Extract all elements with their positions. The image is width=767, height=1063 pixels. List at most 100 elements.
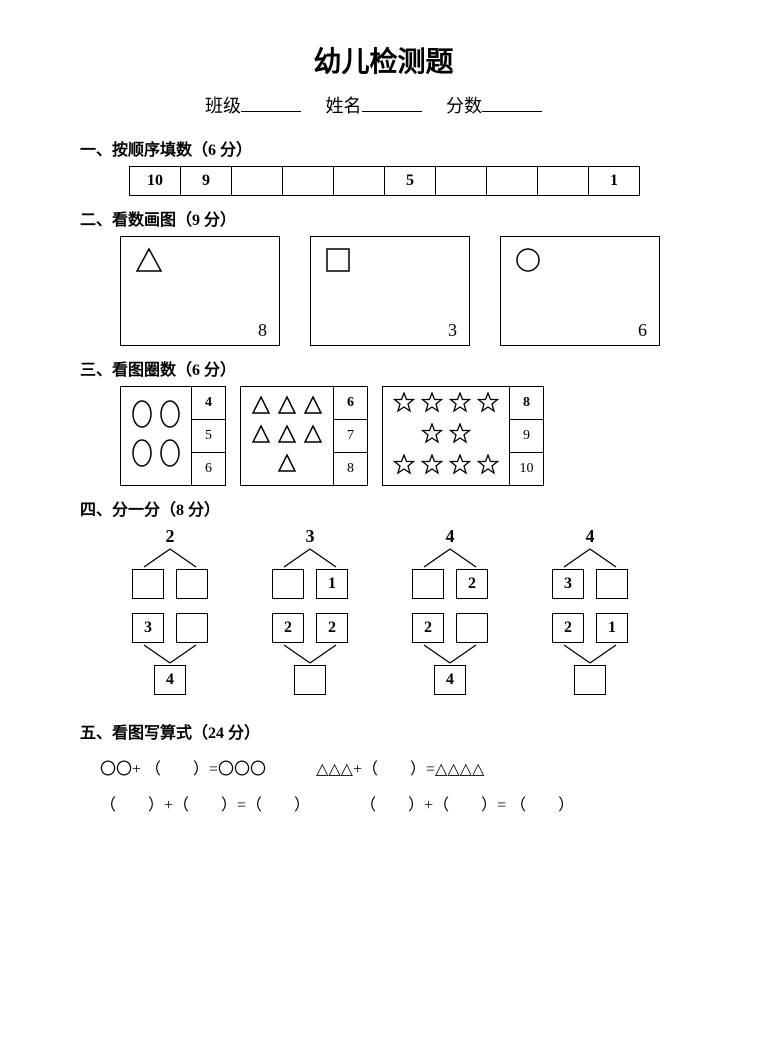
- section4-heading: 四、分一分（8 分）: [80, 496, 687, 520]
- split-box[interactable]: [132, 569, 164, 599]
- split-box[interactable]: 1: [596, 613, 628, 643]
- tri-icon: [303, 395, 323, 420]
- oval-icon: [159, 399, 181, 434]
- num-cell[interactable]: 9: [180, 166, 232, 196]
- num-cell[interactable]: [435, 166, 487, 196]
- triangle-icon: [135, 247, 163, 278]
- split-diagram: 2: [120, 526, 220, 599]
- circle-icon: [515, 247, 541, 278]
- split-box[interactable]: 3: [552, 569, 584, 599]
- score-label: 分数: [446, 96, 482, 116]
- split-top: 2: [120, 526, 220, 547]
- draw-box[interactable]: 8: [120, 236, 280, 346]
- tri-icon: [277, 395, 297, 420]
- split-down-row: 2314243: [120, 526, 687, 599]
- equation[interactable]: 〇〇+ （ ）=〇〇〇: [100, 755, 266, 779]
- shape-area: [383, 387, 509, 485]
- draw-box[interactable]: 6: [500, 236, 660, 346]
- merge-diagram: 24: [400, 613, 500, 695]
- split-box[interactable]: [176, 569, 208, 599]
- num-cell[interactable]: [537, 166, 589, 196]
- choice-number[interactable]: 9: [509, 420, 543, 453]
- star-icon: [477, 392, 499, 419]
- name-label: 姓名: [326, 96, 362, 116]
- section3-heading: 三、看图圈数（6 分）: [80, 356, 687, 380]
- merge-diagram: 22: [260, 613, 360, 695]
- equation-line: 〇〇+ （ ）=〇〇〇 △△△+（ ）=△△△△: [100, 755, 687, 779]
- class-label: 班级: [205, 96, 241, 116]
- merge-result-box[interactable]: 4: [154, 665, 186, 695]
- tri-icon: [277, 453, 297, 478]
- choice-number[interactable]: 10: [509, 453, 543, 485]
- star-icon: [421, 454, 443, 481]
- split-box[interactable]: 2: [552, 613, 584, 643]
- draw-box[interactable]: 3: [310, 236, 470, 346]
- choice-number[interactable]: 6: [333, 387, 367, 420]
- equation[interactable]: △△△+（ ）=△△△△: [316, 755, 484, 779]
- merge-diagram: 34: [120, 613, 220, 695]
- circle-number-groups: 4566788910: [120, 386, 687, 486]
- tri-icon: [303, 424, 323, 449]
- section2-heading: 二、看数画图（9 分）: [80, 206, 687, 230]
- split-box[interactable]: [596, 569, 628, 599]
- split-up-row: 34222421: [120, 613, 687, 695]
- oval-icon: [131, 399, 153, 434]
- class-blank[interactable]: [241, 111, 301, 112]
- split-box[interactable]: 1: [316, 569, 348, 599]
- split-box[interactable]: 2: [456, 569, 488, 599]
- box-number: 8: [258, 320, 267, 341]
- star-icon: [421, 392, 443, 419]
- section1-heading: 一、按顺序填数（6 分）: [80, 136, 687, 160]
- choice-number[interactable]: 7: [333, 420, 367, 453]
- square-icon: [325, 247, 351, 278]
- choice-number[interactable]: 8: [509, 387, 543, 420]
- star-icon: [449, 423, 471, 450]
- shape-area: [121, 387, 191, 485]
- split-box[interactable]: 3: [132, 613, 164, 643]
- split-top: 4: [540, 526, 640, 547]
- star-icon: [393, 392, 415, 419]
- count-group: 8910: [382, 386, 544, 486]
- num-cell[interactable]: [486, 166, 538, 196]
- equation-line: （ ）+（ ）=（ ） （ ）+（ ）= （ ）: [100, 791, 687, 815]
- tri-icon: [251, 395, 271, 420]
- merge-result-box[interactable]: 4: [434, 665, 466, 695]
- num-cell[interactable]: 10: [129, 166, 181, 196]
- split-box[interactable]: [456, 613, 488, 643]
- shape-area: [241, 387, 333, 485]
- num-cell[interactable]: [231, 166, 283, 196]
- box-number: 3: [448, 320, 457, 341]
- tri-icon: [251, 424, 271, 449]
- star-icon: [449, 454, 471, 481]
- choice-number[interactable]: 8: [333, 453, 367, 485]
- num-cell[interactable]: 5: [384, 166, 436, 196]
- choice-number[interactable]: 5: [191, 420, 225, 453]
- name-blank[interactable]: [362, 111, 422, 112]
- choice-number[interactable]: 6: [191, 453, 225, 485]
- split-box[interactable]: [272, 569, 304, 599]
- info-line: 班级 姓名 分数: [80, 92, 687, 118]
- box-number: 6: [638, 320, 647, 341]
- num-cell[interactable]: [282, 166, 334, 196]
- split-top: 4: [400, 526, 500, 547]
- star-icon: [393, 454, 415, 481]
- split-box[interactable]: [412, 569, 444, 599]
- split-diagram: 43: [540, 526, 640, 599]
- tri-icon: [277, 424, 297, 449]
- star-icon: [477, 454, 499, 481]
- num-cell[interactable]: 1: [588, 166, 640, 196]
- split-box[interactable]: 2: [272, 613, 304, 643]
- choice-number[interactable]: 4: [191, 387, 225, 420]
- num-cell[interactable]: [333, 166, 385, 196]
- split-box[interactable]: 2: [412, 613, 444, 643]
- star-icon: [421, 423, 443, 450]
- page-title: 幼儿检测题: [80, 40, 687, 80]
- merge-result-box[interactable]: [574, 665, 606, 695]
- merge-result-box[interactable]: [294, 665, 326, 695]
- equation[interactable]: （ ）+（ ）=（ ）: [100, 791, 310, 815]
- score-blank[interactable]: [482, 111, 542, 112]
- split-top: 3: [260, 526, 360, 547]
- equation[interactable]: （ ）+（ ）= （ ）: [360, 791, 574, 815]
- split-box[interactable]: 2: [316, 613, 348, 643]
- split-box[interactable]: [176, 613, 208, 643]
